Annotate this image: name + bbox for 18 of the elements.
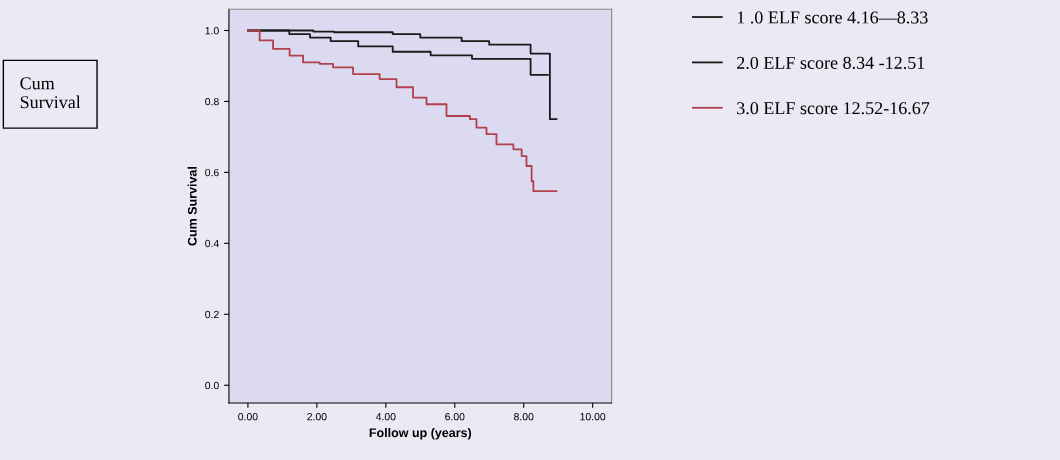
y-tick-label: 0.4 — [205, 239, 219, 248]
y-tick-label: 0.0 — [205, 381, 219, 390]
legend-label: 1 .0 ELF score 4.16—8.33 — [737, 11, 928, 24]
y-tick-label: 1.0 — [205, 26, 219, 35]
x-tick-label: 4.00 — [375, 412, 396, 421]
x-tick-label: 8.00 — [514, 412, 534, 421]
x-axis-title: Follow up (years) — [369, 427, 472, 440]
y-axis-title: Cum Survival — [187, 167, 197, 246]
y-tick-label: 0.2 — [205, 310, 219, 319]
y-tick-label: 0.6 — [205, 168, 219, 177]
x-tick-label: 10.00 — [580, 412, 606, 421]
legend-label: 2.0 ELF score 8.34 -12.51 — [737, 56, 925, 69]
x-tick-label: 0.00 — [238, 412, 258, 421]
text: Cum Survival — [20, 77, 81, 109]
y-tick-label: 0.8 — [205, 97, 219, 106]
x-tick-label: 2.00 — [307, 412, 327, 421]
legend-label: 3.0 ELF score 12.52-16.67 — [737, 102, 930, 115]
x-tick-label: 6.00 — [445, 412, 465, 421]
